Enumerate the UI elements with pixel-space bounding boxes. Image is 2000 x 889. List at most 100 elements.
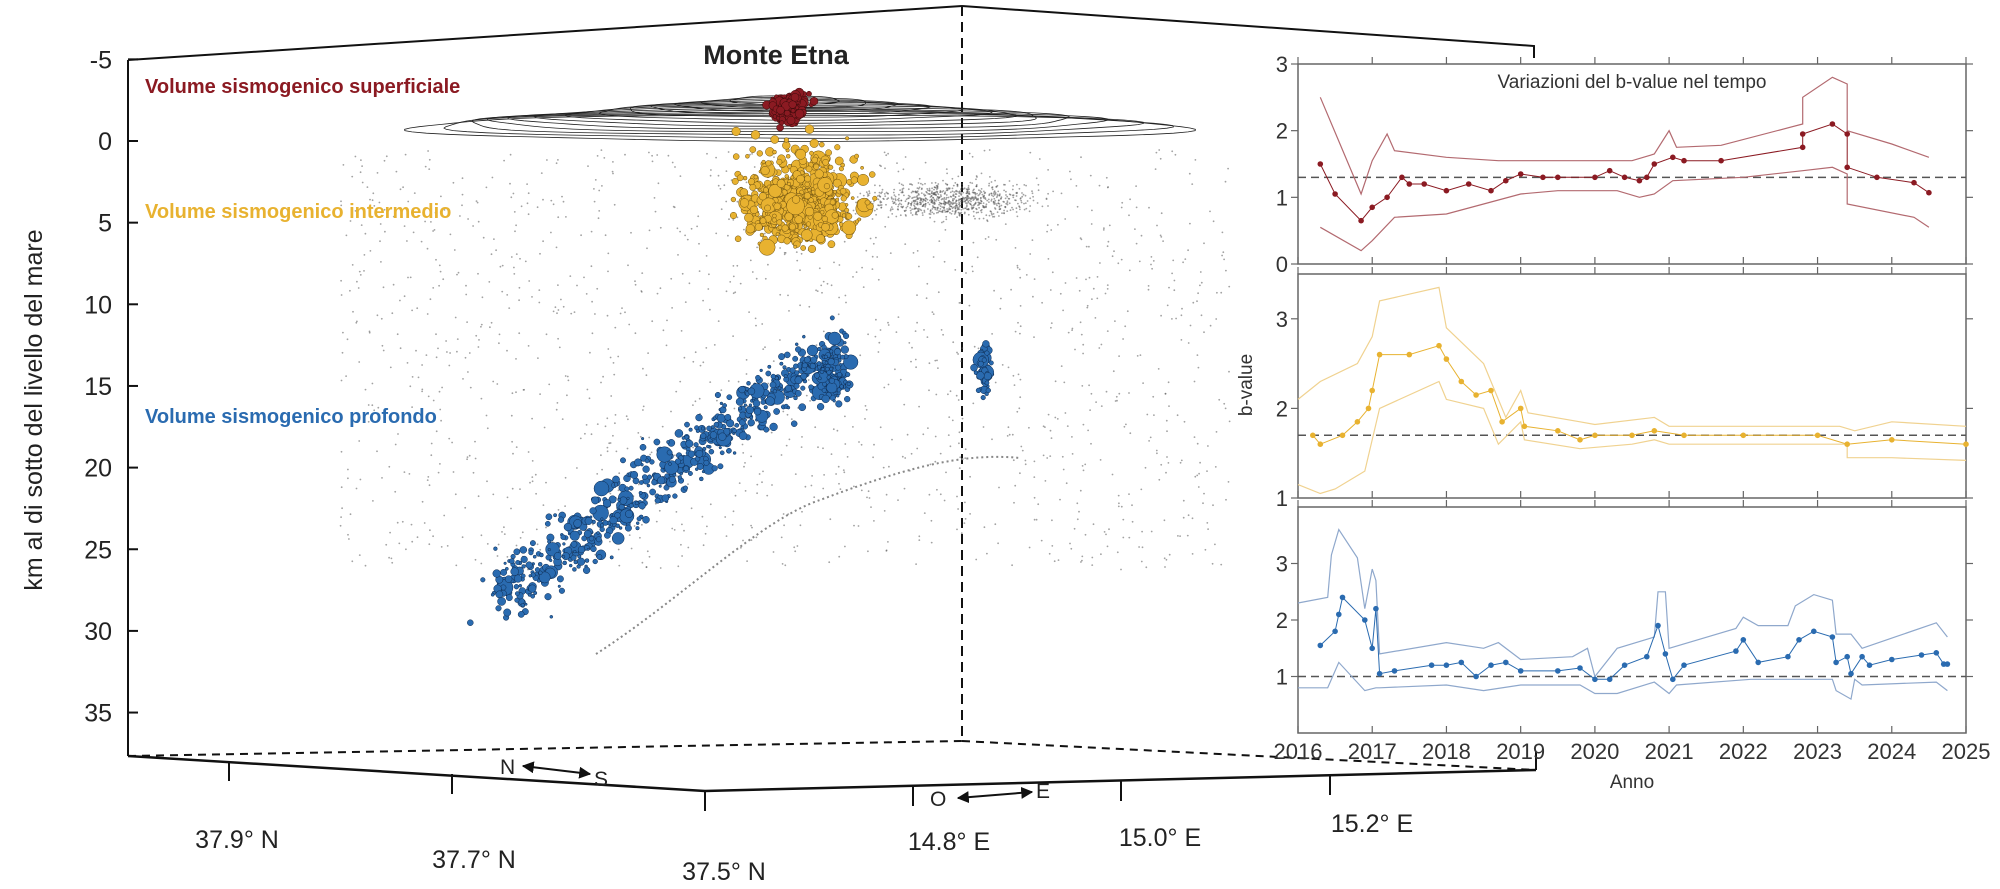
background-event-point	[964, 199, 967, 202]
deep-event-point	[570, 540, 578, 548]
background-event-point	[1140, 560, 1143, 563]
background-event-point	[957, 399, 960, 401]
background-event-point	[1225, 498, 1227, 501]
background-event-point	[893, 201, 896, 204]
background-event-point	[899, 214, 902, 217]
background-event-point	[962, 222, 964, 225]
background-event-point	[1006, 201, 1009, 204]
background-event-point	[928, 362, 931, 365]
intermediate-event-point	[839, 188, 847, 195]
background-event-point	[950, 196, 953, 198]
background-event-point	[709, 503, 712, 506]
background-event-point	[1163, 519, 1166, 522]
background-event-point	[674, 454, 676, 457]
box-top-left-edge	[127, 5, 963, 61]
background-event-point	[538, 301, 541, 304]
background-event-point	[956, 206, 959, 209]
background-event-point	[566, 394, 568, 397]
background-event-point	[799, 304, 801, 307]
background-event-point	[947, 200, 950, 203]
background-event-point	[359, 171, 362, 174]
background-event-point	[395, 170, 398, 173]
background-event-point	[983, 149, 986, 152]
deep-event-point	[695, 449, 704, 458]
background-event-point	[928, 203, 931, 206]
topography-contour	[650, 100, 932, 115]
intermediate-event-point	[807, 188, 812, 193]
background-event-point	[1111, 473, 1114, 476]
background-event-point	[511, 440, 513, 443]
background-event-point	[1227, 481, 1230, 483]
background-event-point	[771, 484, 773, 486]
background-event-point	[875, 318, 877, 321]
background-event-point	[361, 181, 364, 184]
deep-event-point	[817, 376, 822, 381]
deep-event-point	[738, 431, 748, 441]
background-event-point	[512, 192, 515, 195]
background-event-point	[461, 536, 464, 539]
background-event-point	[1071, 436, 1073, 438]
background-event-point	[732, 275, 735, 278]
superficial-event-point	[809, 96, 819, 106]
background-event-point	[910, 204, 913, 207]
background-event-point	[907, 202, 910, 205]
background-event-point	[527, 345, 530, 347]
background-event-point	[612, 161, 614, 163]
deep-event-point	[635, 526, 640, 531]
background-event-point	[1057, 223, 1059, 226]
background-event-point	[942, 179, 944, 182]
b-value-point	[1592, 174, 1598, 181]
deep-event-point	[625, 509, 634, 518]
background-event-point	[877, 351, 880, 353]
background-event-point	[901, 191, 904, 194]
background-event-point	[732, 335, 734, 337]
background-event-point	[482, 236, 485, 239]
background-event-point	[1100, 343, 1103, 346]
background-event-point	[939, 205, 942, 208]
background-event-point	[1014, 330, 1017, 333]
background-event-point	[564, 505, 566, 507]
background-event-point	[1105, 390, 1108, 393]
deep-event-point	[560, 534, 566, 540]
background-event-point	[940, 202, 943, 205]
background-event-point	[598, 189, 601, 192]
background-event-point	[936, 185, 939, 188]
latitude-tick-label: 37.9° N	[195, 826, 279, 854]
b-value-point	[1332, 191, 1338, 197]
background-event-point	[918, 405, 920, 408]
background-event-point	[1128, 493, 1130, 495]
background-event-point	[1162, 240, 1164, 243]
deep-event-point	[528, 584, 537, 593]
background-event-point	[807, 379, 810, 381]
b-value-point	[1376, 670, 1383, 677]
background-event-point	[924, 202, 927, 205]
background-event-point	[713, 344, 716, 346]
b-value-point	[1339, 432, 1346, 439]
background-event-point	[1090, 392, 1093, 395]
background-event-point	[486, 543, 489, 545]
background-event-point	[931, 187, 933, 190]
background-event-point	[860, 489, 863, 492]
background-event-point	[908, 342, 911, 344]
intermediate-event-point	[794, 215, 803, 224]
x-tick-label: 2020	[1570, 739, 1619, 764]
depth-tick-label: 10	[84, 291, 112, 319]
background-event-point	[665, 344, 668, 347]
background-event-point	[720, 389, 723, 391]
deep-event-point	[596, 554, 603, 560]
deep-event-point	[708, 448, 715, 455]
background-event-point	[924, 205, 927, 208]
background-event-point	[986, 552, 988, 555]
background-event-point	[932, 205, 934, 207]
deep-event-point	[687, 450, 695, 458]
background-event-point	[929, 216, 931, 219]
background-event-point	[557, 159, 559, 161]
background-event-point	[910, 183, 912, 186]
background-event-point	[964, 211, 966, 214]
background-event-point	[1099, 262, 1101, 264]
background-event-point	[1120, 568, 1122, 571]
background-event-point	[958, 431, 961, 434]
background-event-point	[698, 242, 700, 245]
background-event-point	[406, 240, 408, 242]
background-event-point	[761, 481, 763, 484]
